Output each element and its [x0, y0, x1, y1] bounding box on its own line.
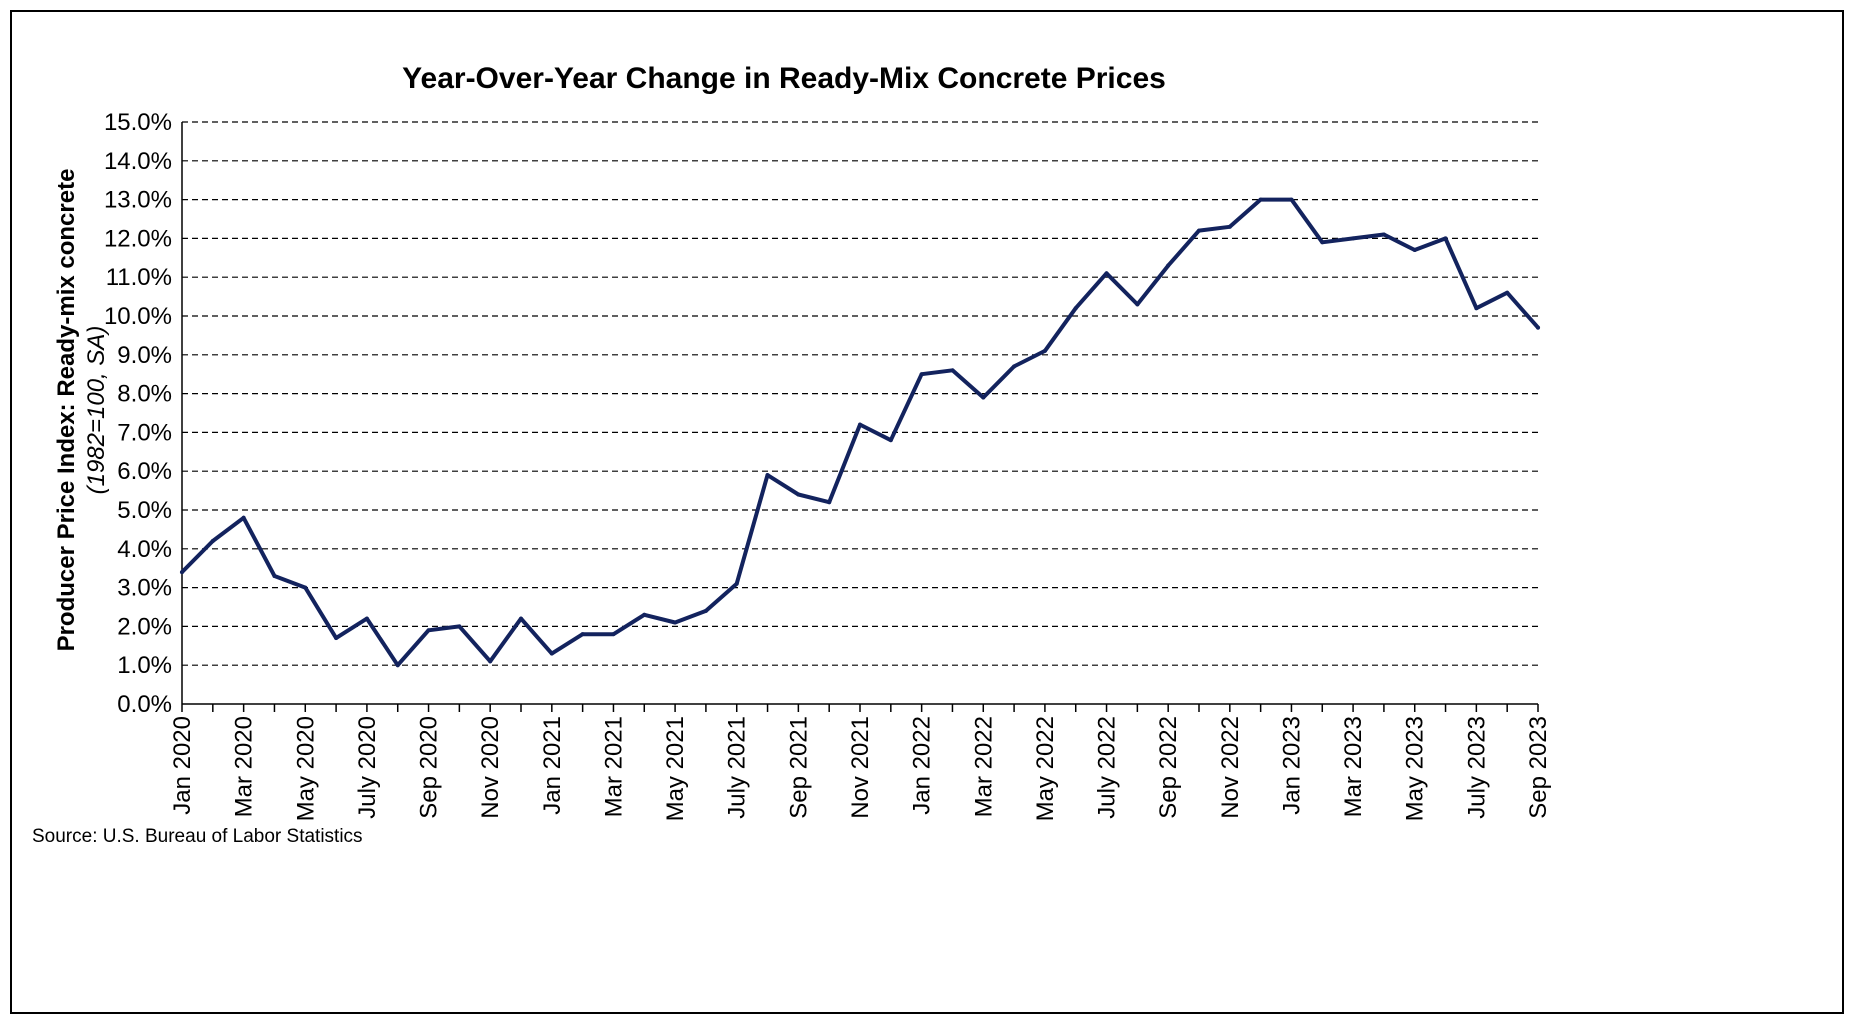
- x-tick-label: Nov 2020: [477, 716, 504, 819]
- point-layer: [180, 197, 1540, 668]
- data-point: [1258, 197, 1263, 202]
- data-point: [1289, 197, 1294, 202]
- x-tick-label: Sep 2023: [1525, 716, 1552, 819]
- x-tick-label: Sep 2021: [785, 716, 812, 819]
- data-point: [1474, 306, 1479, 311]
- x-tick-label: July 2021: [724, 716, 751, 819]
- data-point: [1042, 348, 1047, 353]
- data-point: [364, 616, 369, 621]
- data-point: [611, 632, 616, 637]
- y-tick-label: 0.0%: [117, 691, 172, 718]
- data-point: [210, 539, 215, 544]
- x-tick-label: July 2022: [1094, 716, 1121, 819]
- source-note: Source: U.S. Bureau of Labor Statistics: [32, 826, 363, 847]
- data-point: [241, 515, 246, 520]
- x-tick-label: Nov 2022: [1217, 716, 1244, 819]
- data-point: [1135, 302, 1140, 307]
- data-point: [1073, 306, 1078, 311]
- y-tick-label: 14.0%: [104, 148, 172, 175]
- data-point: [334, 636, 339, 641]
- data-point: [580, 632, 585, 637]
- data-point: [734, 581, 739, 586]
- data-point: [673, 620, 678, 625]
- y-tick-label: 5.0%: [117, 497, 172, 524]
- data-point: [519, 616, 523, 621]
- data-point: [395, 663, 400, 668]
- y-tick-label: 7.0%: [117, 419, 172, 446]
- y-tick-label: 2.0%: [117, 613, 172, 640]
- y-tick-label: 1.0%: [117, 652, 172, 679]
- x-tick-label: Sep 2022: [1155, 716, 1182, 819]
- x-tick-label: Mar 2023: [1340, 716, 1367, 817]
- x-axis-ticks: Jan 2020 Mar 2020 May 2020 July 2020 Sep 202…: [169, 704, 1552, 821]
- data-point: [950, 368, 955, 373]
- x-tick-label: Mar 2020: [231, 716, 258, 817]
- x-tick-label: May 2021: [662, 716, 689, 821]
- y-tick-label: 11.0%: [106, 264, 172, 291]
- data-point: [888, 438, 893, 443]
- axes: [181, 122, 1538, 705]
- x-tick-label: May 2020: [292, 716, 319, 821]
- x-tick-label: May 2022: [1032, 716, 1059, 821]
- x-tick-label: Jan 2022: [909, 716, 936, 815]
- data-point: [1227, 224, 1232, 229]
- y-axis-label: Producer Price Index: Ready-mix concrete: [53, 169, 80, 652]
- x-tick-label: Mar 2022: [970, 716, 997, 817]
- data-point: [858, 422, 862, 427]
- y-tick-label: 13.0%: [104, 187, 172, 214]
- gridlines: [182, 121, 1538, 666]
- data-point: [1012, 364, 1017, 369]
- chart-frame: Year-Over-Year Change in Ready-Mix Concr…: [10, 10, 1844, 1014]
- x-tick-label: July 2023: [1463, 716, 1490, 819]
- data-point: [426, 628, 431, 633]
- data-point: [765, 473, 770, 478]
- data-point: [1381, 232, 1386, 237]
- x-tick-label: Nov 2021: [847, 716, 874, 819]
- y-tick-label: 6.0%: [117, 458, 172, 485]
- x-tick-label: Mar 2021: [600, 716, 627, 817]
- x-tick-label: Jan 2021: [539, 716, 566, 815]
- x-tick-label: Jan 2023: [1278, 716, 1305, 815]
- y-tick-label: 3.0%: [117, 575, 172, 602]
- data-point: [1536, 325, 1540, 330]
- data-point: [1412, 248, 1417, 253]
- data-point: [488, 659, 493, 664]
- y-tick-label: 9.0%: [117, 342, 172, 369]
- chart: Year-Over-Year Change in Ready-Mix Concr…: [32, 62, 1552, 847]
- data-point: [827, 500, 832, 505]
- data-point: [919, 372, 924, 377]
- data-point: [1505, 290, 1510, 295]
- data-point: [180, 570, 184, 575]
- data-point: [272, 573, 277, 578]
- data-point: [1166, 263, 1171, 268]
- y-tick-label: 4.0%: [117, 536, 172, 563]
- x-tick-label: Sep 2020: [416, 716, 443, 819]
- y-tick-label: 8.0%: [117, 381, 172, 408]
- data-point: [1443, 236, 1448, 241]
- data-point: [642, 612, 647, 617]
- data-point: [1351, 236, 1356, 241]
- data-point: [796, 492, 801, 497]
- chart-title: Year-Over-Year Change in Ready-Mix Concr…: [402, 62, 1166, 95]
- x-tick-label: July 2020: [354, 716, 381, 819]
- y-tick-label: 15.0%: [104, 109, 172, 136]
- data-point: [457, 624, 462, 629]
- y-axis-sublabel: (1982=100, SA): [83, 326, 110, 495]
- data-point: [303, 585, 308, 590]
- x-tick-label: Jan 2020: [169, 716, 196, 815]
- x-tick-label: May 2023: [1402, 716, 1429, 821]
- y-axis-ticks: 0.0% 1.0% 2.0% 3.0% 4.0% 5.0% 6.0% 7.0% 8.0% 9.0%…: [104, 109, 172, 718]
- data-point: [981, 395, 986, 400]
- y-tick-label: 10.0%: [104, 303, 172, 330]
- data-point: [1320, 240, 1325, 245]
- data-point: [549, 651, 554, 656]
- y-tick-label: 12.0%: [104, 225, 172, 252]
- data-point: [1104, 271, 1109, 276]
- data-point: [703, 608, 708, 613]
- data-point: [1197, 228, 1201, 233]
